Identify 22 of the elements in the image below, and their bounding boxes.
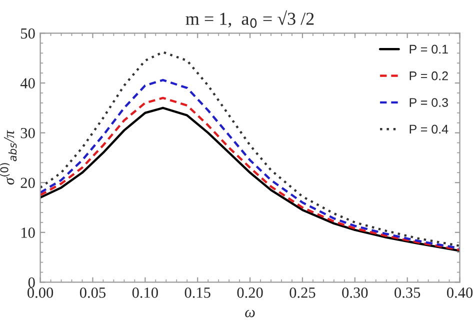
x-tick-label: 0.20	[237, 288, 263, 298]
legend-label: P = 0.2	[410, 71, 448, 80]
legend-label: P = 0.1	[410, 44, 448, 54]
legend-label: P = 0.4	[410, 124, 448, 134]
x-tick-label: 0.10	[132, 288, 158, 298]
chart-title: m = 1, a$_{0}$ = √3 /2	[186, 10, 314, 28]
x-tick-label: 0.05	[80, 288, 106, 298]
y-tick-label: 50	[21, 28, 35, 39]
y-tick-label: 30	[20, 128, 35, 138]
x-tick-label: 0.35	[394, 288, 420, 298]
y-tick-label: 10	[21, 228, 35, 238]
x-tick-label: 0.30	[342, 288, 368, 298]
y-axis-title: σ$^{(0)}$$_{abs}$/π	[0, 130, 17, 185]
y-tick-label: 40	[20, 78, 35, 88]
x-axis-title: ω	[245, 310, 255, 318]
y-tick-label: 20	[20, 178, 35, 188]
legend-label: P = 0.3	[410, 98, 448, 107]
x-tick-label: 0.15	[184, 288, 210, 298]
x-tick-label: 0.40	[446, 288, 473, 298]
x-tick-label: 0.00	[28, 288, 54, 298]
y-tick-label: 0	[28, 277, 35, 288]
x-tick-label: 0.25	[290, 288, 316, 298]
